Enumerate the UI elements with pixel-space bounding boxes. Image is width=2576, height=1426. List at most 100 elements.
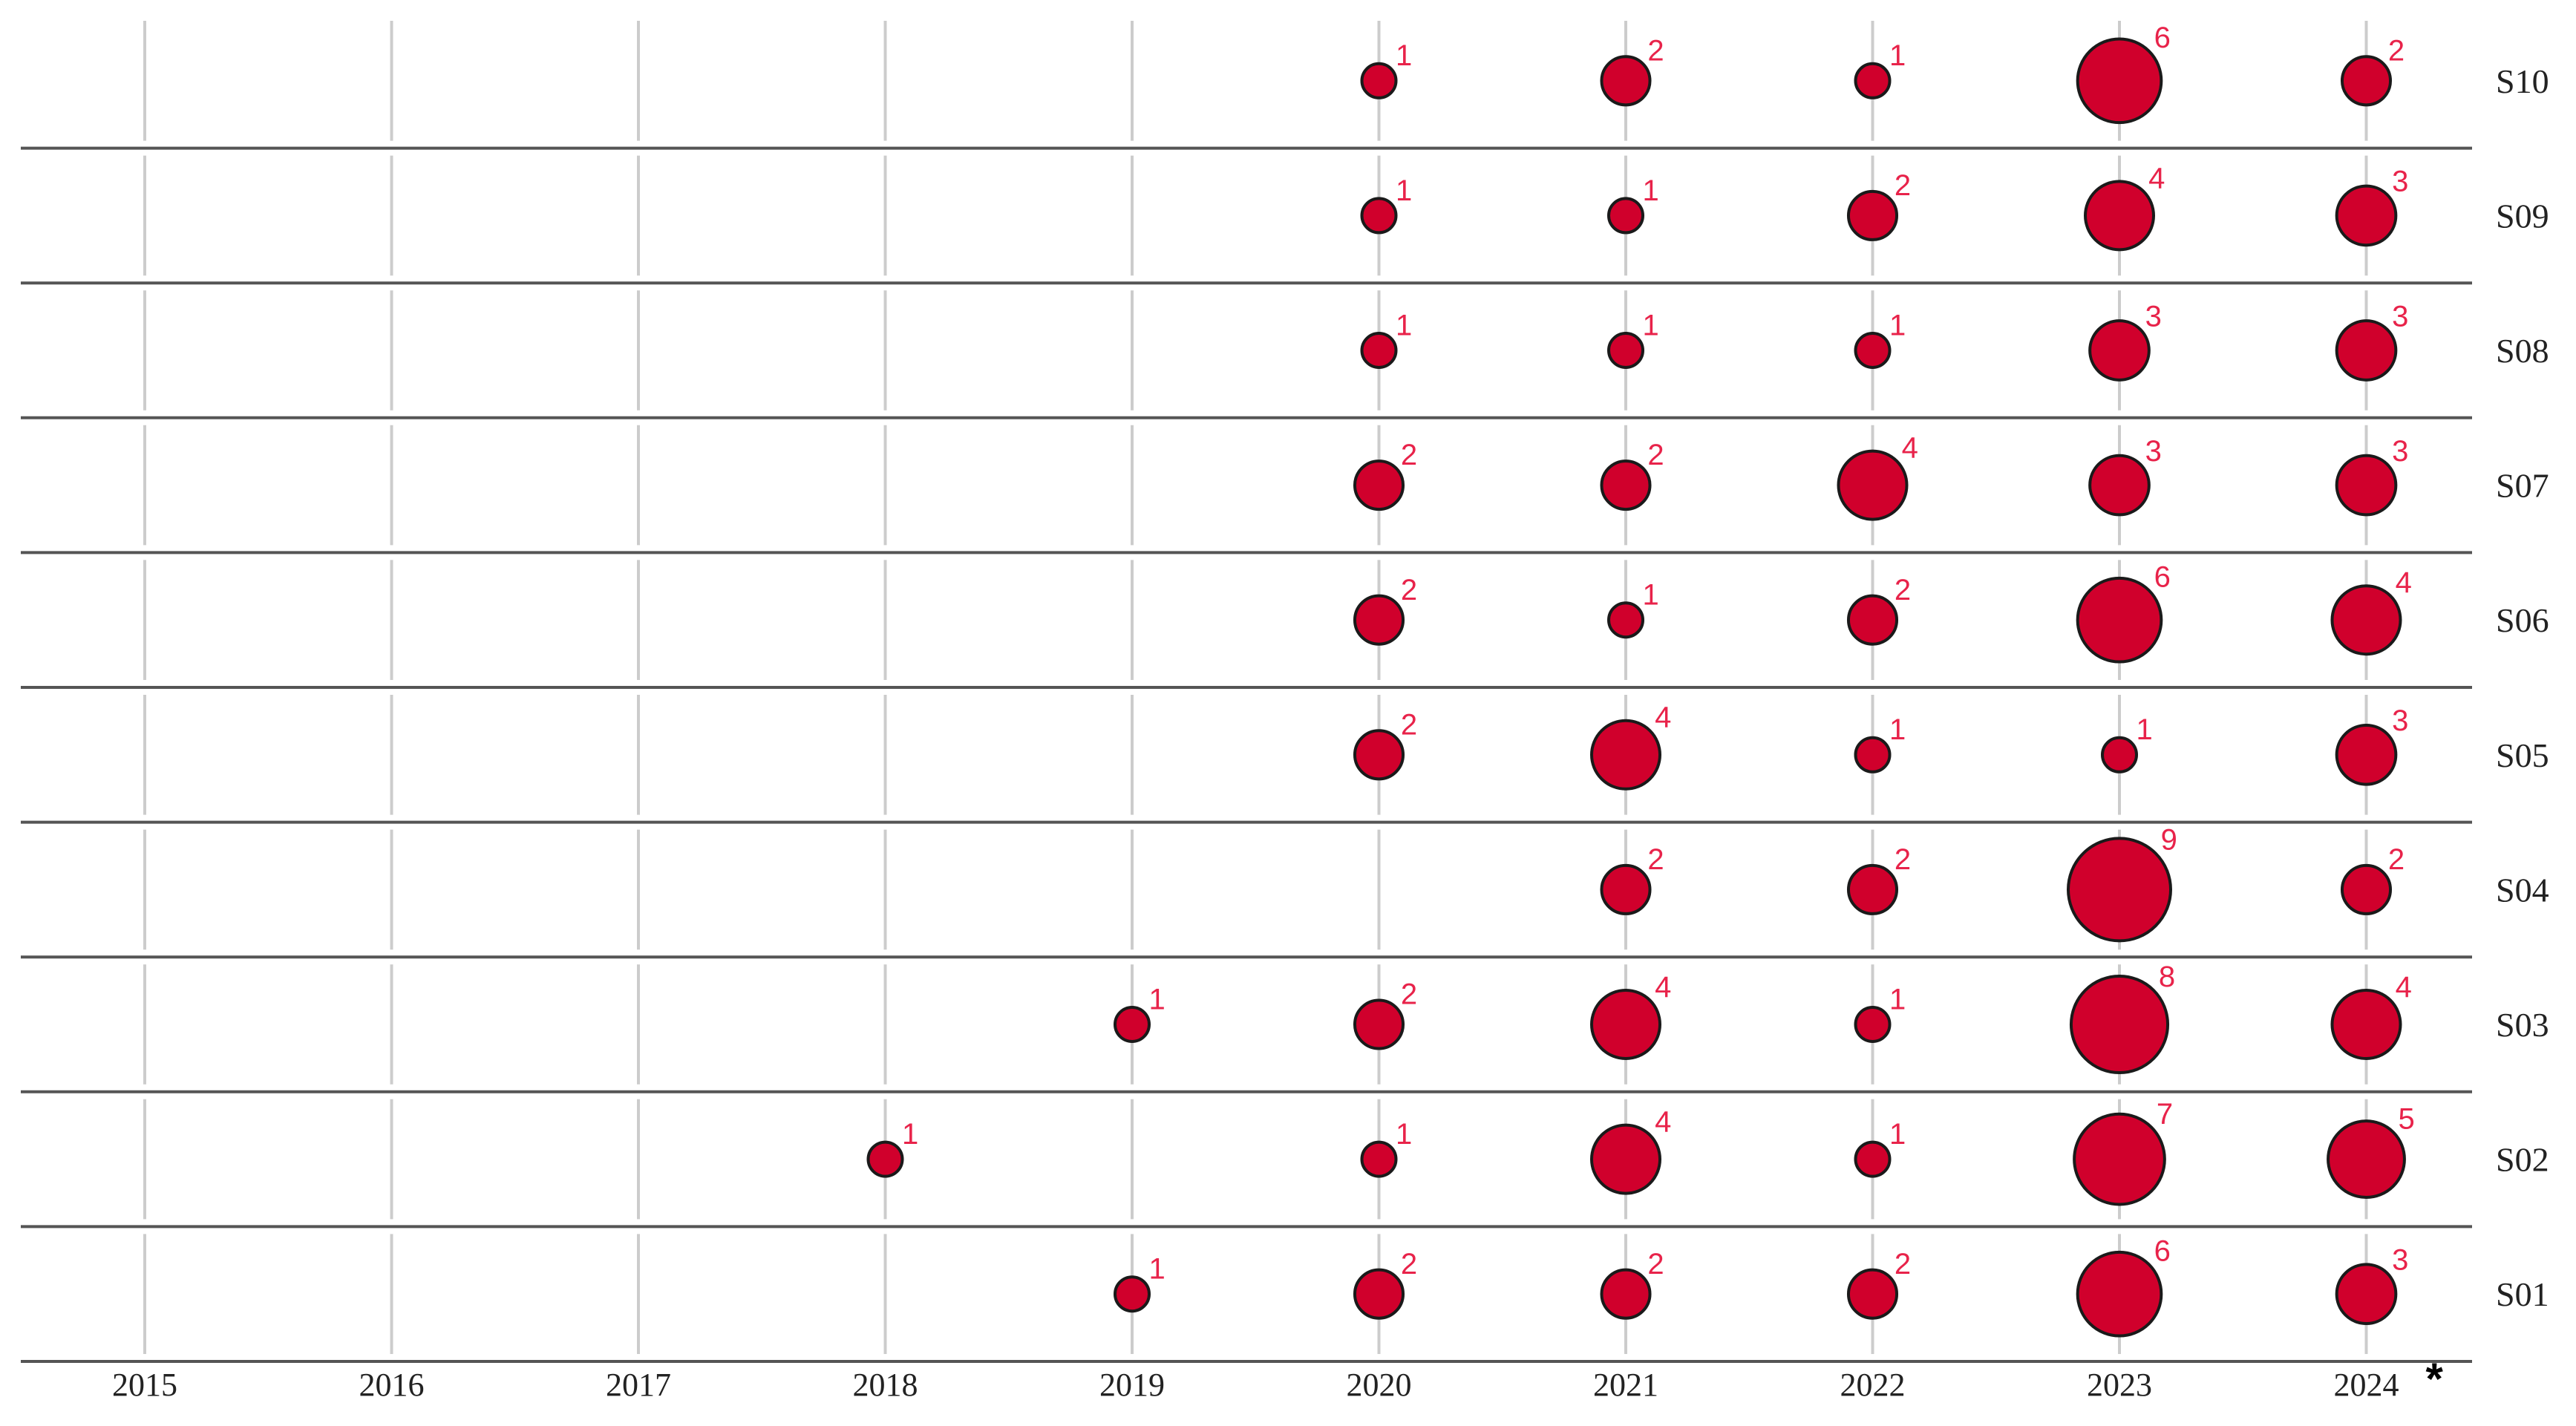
data-label-s09-2024: 3: [2392, 166, 2408, 198]
data-label-s03-2023: 8: [2159, 961, 2175, 993]
data-label-s01-2019: 1: [1149, 1253, 1166, 1286]
year-label-2017: 2017: [606, 1367, 671, 1403]
data-label-s01-2020: 2: [1401, 1248, 1417, 1281]
data-label-s03-2024: 4: [2396, 971, 2412, 1004]
year-label-2015: 2015: [112, 1367, 177, 1403]
data-label-s09-2021: 1: [1643, 174, 1659, 207]
data-label-s10-2024: 2: [2388, 34, 2405, 67]
data-label-s10-2020: 1: [1396, 39, 1412, 72]
data-labels: 1 2 1 6 2 1 1 2 4 3 1 1 1 3 3 2 2 4 3 3 2 1 2 6 4 2 4 1 1 3 2 2 9 2 1 2 4 1 8 4…: [902, 22, 2415, 1285]
data-label-s01-2023: 6: [2154, 1235, 2171, 1268]
data-label-s03-2019: 1: [1149, 983, 1166, 1015]
row-label-s03: S03: [2496, 1006, 2549, 1044]
bubble-s01-2023: [2076, 1250, 2163, 1338]
bubble-s07-2020: [1353, 459, 1405, 511]
data-label-s10-2023: 6: [2154, 22, 2171, 54]
data-label-s08-2024: 3: [2392, 300, 2408, 333]
bubble-s08-2020: [1360, 332, 1398, 369]
bubble-s04-2022: [1846, 863, 1899, 915]
year-label-2018: 2018: [853, 1367, 918, 1403]
data-label-s04-2022: 2: [1895, 843, 1911, 876]
data-label-s03-2020: 2: [1401, 978, 1417, 1011]
bubble-s04-2023: [2067, 837, 2172, 943]
bubble-s07-2024: [2335, 454, 2398, 517]
bubble-s01-2020: [1353, 1268, 1405, 1320]
bubble-s07-2021: [1600, 459, 1652, 511]
row-label-s09: S09: [2496, 197, 2549, 235]
data-label-s01-2022: 2: [1895, 1248, 1911, 1281]
bubble-s05-2023: [2101, 736, 2138, 773]
row-label-s06: S06: [2496, 601, 2549, 639]
bubble-s09-2021: [1607, 197, 1644, 235]
year-label-2021: 2021: [1593, 1367, 1658, 1403]
data-label-s02-2018: 1: [902, 1118, 918, 1151]
data-label-s06-2021: 1: [1643, 579, 1659, 612]
bubble-s09-2020: [1360, 197, 1398, 235]
bubble-s06-2024: [2330, 584, 2402, 656]
bubble-s05-2022: [1854, 736, 1892, 773]
bubble-s09-2024: [2335, 184, 2398, 247]
data-label-s06-2023: 6: [2154, 561, 2171, 594]
bubbles: [866, 37, 2406, 1338]
bubble-s08-2024: [2335, 319, 2398, 382]
bubble-s06-2020: [1353, 594, 1405, 646]
row-label-s01: S01: [2496, 1275, 2549, 1313]
bubble-s10-2021: [1600, 55, 1652, 107]
row-labels: S10 S09 S08 S07 S06 S05 S04 S03 S02 S01: [2496, 62, 2549, 1313]
data-label-s04-2024: 2: [2388, 843, 2405, 876]
bubble-s05-2024: [2335, 723, 2398, 786]
bubble-s01-2024: [2335, 1263, 2398, 1326]
row-label-s10: S10: [2496, 62, 2549, 100]
data-label-s06-2024: 4: [2396, 566, 2412, 599]
data-label-s04-2021: 2: [1647, 843, 1664, 876]
bubble-s06-2022: [1846, 594, 1899, 646]
year-label-2016: 2016: [359, 1367, 425, 1403]
year-note-asterisk: *: [2426, 1354, 2444, 1404]
row-label-s05: S05: [2496, 736, 2549, 774]
data-label-s08-2023: 3: [2145, 300, 2162, 333]
data-label-s10-2022: 1: [1889, 39, 1906, 72]
data-label-s07-2024: 3: [2392, 435, 2408, 468]
bubble-s05-2020: [1353, 729, 1405, 781]
row-label-s02: S02: [2496, 1141, 2549, 1179]
bubble-s02-2024: [2327, 1119, 2406, 1200]
data-label-s05-2021: 4: [1655, 701, 1671, 734]
year-label-2023: 2023: [2087, 1367, 2152, 1403]
bubble-s07-2022: [1837, 449, 1909, 521]
data-label-s01-2024: 3: [2392, 1244, 2408, 1277]
data-label-s02-2024: 5: [2399, 1103, 2415, 1136]
bubble-s03-2019: [1114, 1006, 1151, 1043]
data-label-s08-2021: 1: [1643, 309, 1659, 341]
year-label-2022: 2022: [1840, 1367, 1906, 1403]
data-label-s09-2022: 2: [1895, 169, 1911, 202]
bubble-s10-2024: [2340, 55, 2393, 107]
bubble-s08-2021: [1607, 332, 1644, 369]
bubble-s02-2020: [1360, 1140, 1398, 1178]
data-label-s05-2023: 1: [2137, 713, 2153, 746]
data-label-s02-2021: 4: [1655, 1105, 1671, 1138]
row-separators: [21, 146, 2472, 1363]
data-label-s08-2020: 1: [1396, 309, 1412, 341]
data-label-s09-2023: 4: [2148, 162, 2165, 194]
data-label-s03-2022: 1: [1889, 983, 1906, 1015]
bubble-s01-2022: [1846, 1268, 1899, 1320]
bubble-s02-2021: [1590, 1123, 1661, 1195]
year-label-2019: 2019: [1099, 1367, 1165, 1403]
row-label-s04: S04: [2496, 871, 2549, 909]
bubble-s06-2023: [2076, 576, 2163, 664]
data-label-s07-2023: 3: [2145, 435, 2162, 468]
bubble-s02-2023: [2073, 1112, 2166, 1206]
bubble-s04-2024: [2340, 863, 2393, 915]
bubble-s03-2022: [1854, 1006, 1892, 1043]
bubble-s03-2023: [2069, 974, 2170, 1075]
data-label-s04-2023: 9: [2161, 824, 2177, 857]
data-label-s09-2020: 1: [1396, 174, 1412, 207]
row-label-s07: S07: [2496, 467, 2549, 505]
data-label-s07-2020: 2: [1401, 439, 1417, 471]
year-label-2024: 2024: [2334, 1367, 2399, 1403]
bubble-s02-2022: [1854, 1140, 1892, 1178]
bubble-s07-2023: [2088, 454, 2151, 517]
bubble-s01-2021: [1600, 1268, 1652, 1320]
data-label-s05-2020: 2: [1401, 708, 1417, 741]
